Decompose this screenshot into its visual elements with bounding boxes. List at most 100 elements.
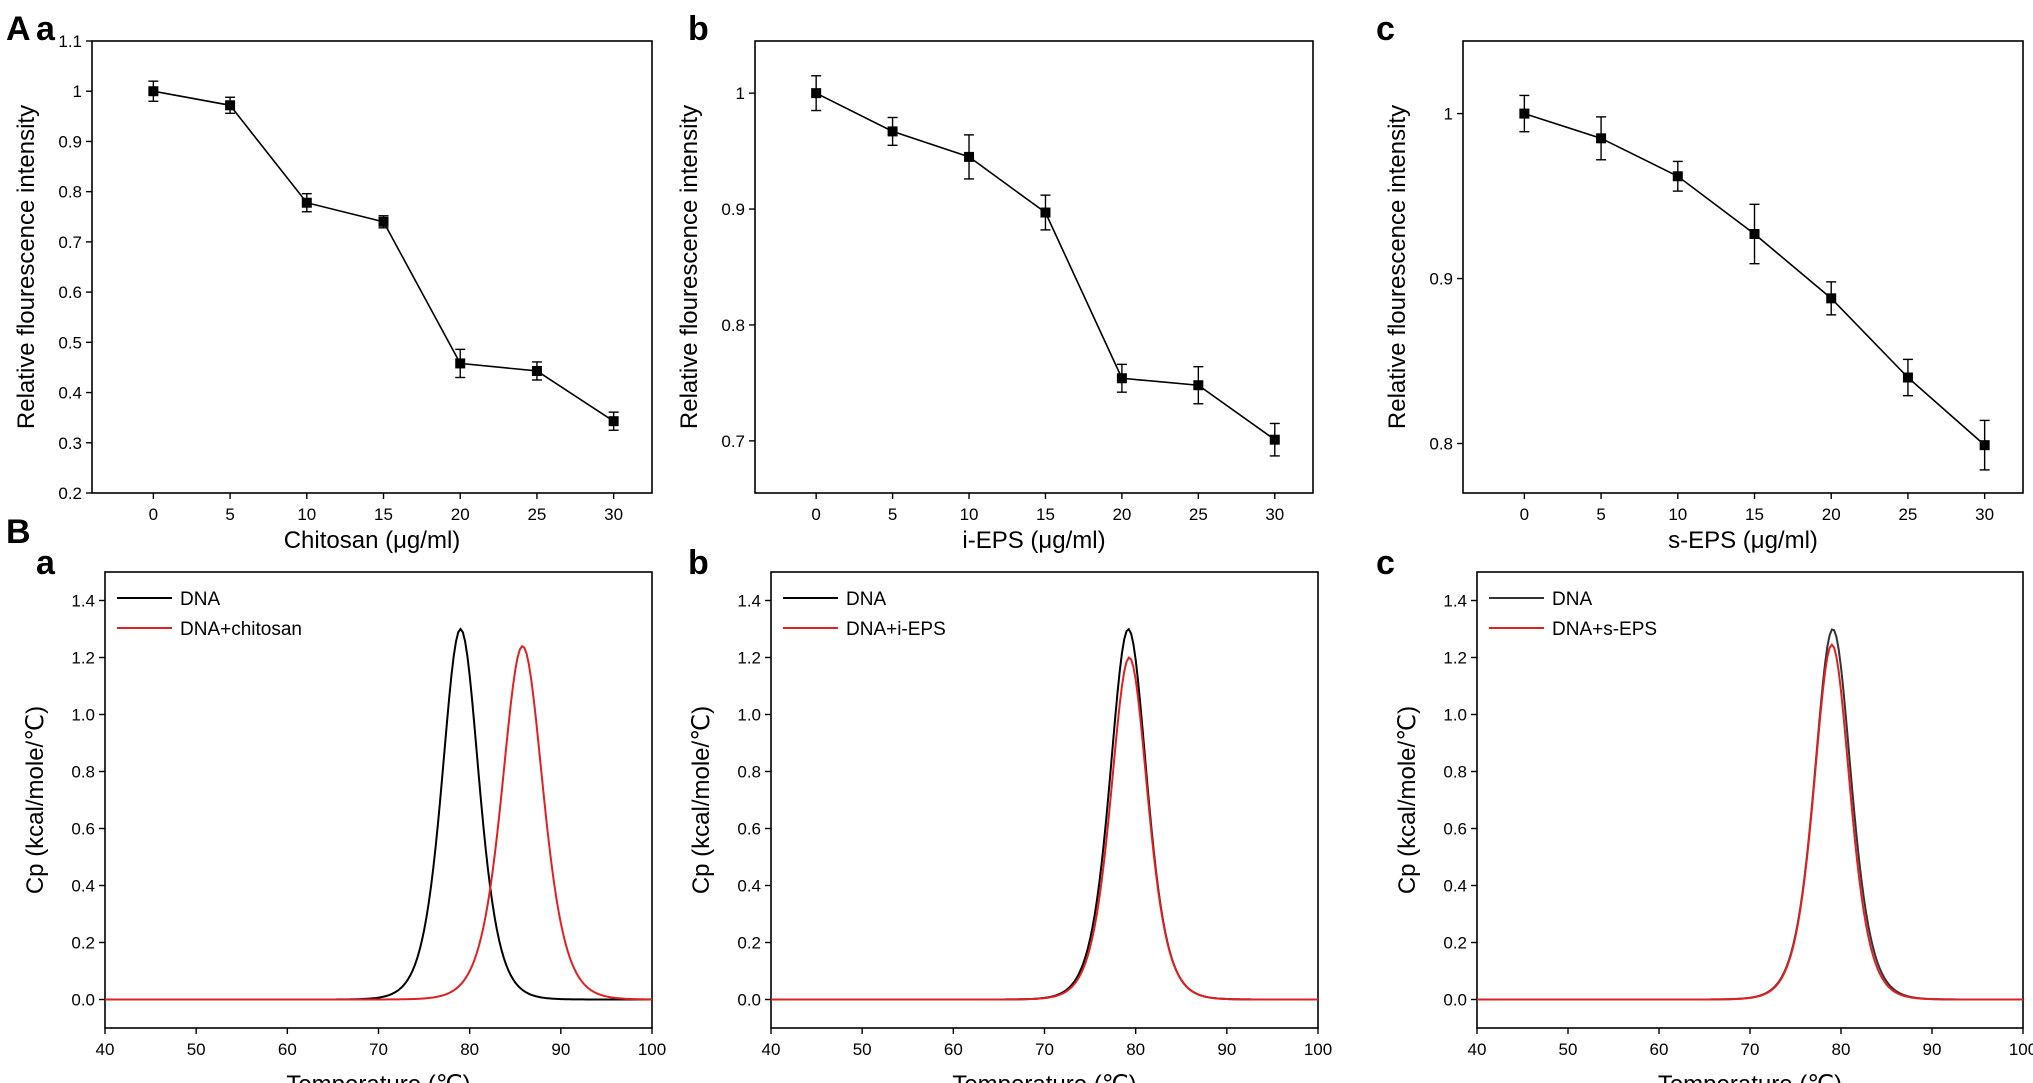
legend-label: DNA+i-EPS — [846, 619, 946, 640]
x-tick-label: 80 — [1832, 1040, 1851, 1059]
data-point — [1193, 380, 1204, 391]
y-tick-label: 1 — [1444, 105, 1453, 124]
data-point — [1749, 229, 1760, 240]
x-tick-label: 60 — [1650, 1040, 1669, 1059]
x-tick-label: 50 — [187, 1040, 206, 1059]
panel-letter-Ba: a — [36, 544, 56, 582]
y-tick-label: 1 — [73, 82, 82, 101]
x-tick-label: 80 — [460, 1040, 479, 1059]
y-axis-label: Relative flourescence intensity — [1384, 105, 1411, 429]
x-tick-label: 100 — [638, 1040, 666, 1059]
panel-letter-Aa: a — [36, 10, 56, 48]
y-axis-label: Relative flourescence intensity — [13, 105, 40, 429]
x-tick-label: 60 — [278, 1040, 297, 1059]
y-tick-label: 1.0 — [71, 706, 95, 725]
y-tick-label: 0.2 — [71, 934, 95, 953]
y-tick-label: 0.2 — [58, 484, 82, 503]
x-tick-label: 25 — [1898, 505, 1917, 524]
data-point — [1672, 171, 1683, 182]
x-tick-label: 60 — [944, 1040, 963, 1059]
plot-frame — [754, 40, 1314, 494]
x-tick-label: 40 — [96, 1040, 115, 1059]
x-axis-label: Temperature (℃) — [286, 1071, 470, 1083]
series-line-dna-treated — [105, 644, 653, 1001]
group-label-B: B — [6, 513, 31, 551]
plot-frame — [1476, 571, 2024, 1029]
data-point — [1519, 108, 1530, 119]
chart-dsc-chitosan: 40 50 60 70 80 90 100 0.0 0.2 0.4 0.6 0.8 1.0 1.2 1.4 T… — [22, 571, 666, 1083]
panel-letter-Ab: b — [688, 10, 709, 48]
y-tick-label: 0.6 — [737, 820, 761, 839]
x-tick-label: 100 — [2009, 1040, 2033, 1059]
data-point — [1040, 207, 1051, 218]
data-point — [1596, 133, 1607, 144]
y-tick-label: 1.4 — [737, 592, 761, 611]
plot-frame — [1462, 40, 2024, 494]
x-tick-label: 30 — [604, 505, 623, 524]
y-tick-label: 0.8 — [1443, 763, 1467, 782]
data-point — [378, 216, 389, 227]
y-axis-label: Relative flourescence intensity — [676, 105, 703, 429]
legend-label: DNA+s-EPS — [1552, 619, 1657, 640]
series-line-dna-treated — [1477, 642, 2023, 1001]
data-point — [1116, 373, 1127, 384]
y-tick-label: 1.2 — [71, 649, 95, 668]
y-tick-label: 0.9 — [721, 200, 745, 219]
y-tick-label: 0.6 — [1443, 820, 1467, 839]
y-tick-label: 0.8 — [737, 763, 761, 782]
x-tick-label: 20 — [1112, 505, 1131, 524]
legend-label: DNA — [1552, 589, 1592, 610]
y-tick-label: 1.2 — [1443, 649, 1467, 668]
x-tick-label: 40 — [762, 1040, 781, 1059]
x-tick-label: 70 — [1035, 1040, 1054, 1059]
data-point — [1269, 434, 1280, 445]
x-tick-label: 10 — [1668, 505, 1687, 524]
y-axis-label: Cp (kcal/mole/℃) — [688, 706, 715, 894]
chart-fluorescence-s-eps: 0 5 10 15 20 25 30 0.8 0.9 1 s-EPS (μg/ml) Relative… — [1384, 40, 2024, 554]
data-line — [153, 90, 615, 422]
x-tick-label: 20 — [451, 505, 470, 524]
x-tick-label: 70 — [1741, 1040, 1760, 1059]
y-tick-label: 1.2 — [737, 649, 761, 668]
y-tick-label: 0.8 — [58, 183, 82, 202]
y-tick-label: 0.5 — [58, 333, 82, 352]
x-tick-label: 20 — [1822, 505, 1841, 524]
data-point — [301, 197, 312, 208]
x-tick-label: 25 — [1189, 505, 1208, 524]
x-tick-label: 40 — [1468, 1040, 1487, 1059]
x-tick-label: 15 — [1036, 505, 1055, 524]
data-point — [1902, 372, 1913, 383]
y-tick-label: 1.1 — [58, 32, 82, 51]
chart-fluorescence-chitosan: 0 5 10 15 20 25 30 0.2 0.3 0.4 0.5 0.6 0.7 0.8 0.9 1 1.1… — [13, 32, 653, 554]
data-point — [811, 88, 822, 99]
y-tick-label: 0.3 — [58, 434, 82, 453]
y-tick-label: 0.2 — [1443, 934, 1467, 953]
panel-letter-Ac: c — [1376, 10, 1395, 48]
y-tick-label: 0.2 — [737, 934, 761, 953]
x-tick-label: 30 — [1265, 505, 1284, 524]
legend-label: DNA+chitosan — [180, 619, 302, 640]
x-tick-label: 10 — [960, 505, 979, 524]
data-line — [815, 92, 1276, 441]
y-tick-label: 0.6 — [71, 820, 95, 839]
y-tick-label: 0.0 — [1443, 991, 1467, 1010]
data-point — [148, 86, 159, 97]
x-tick-label: 100 — [1304, 1040, 1332, 1059]
series-line-dna-treated — [771, 656, 1318, 1001]
x-tick-label: 80 — [1126, 1040, 1145, 1059]
x-axis-label: Temperature (℃) — [1658, 1071, 1842, 1083]
series-line-dna — [1477, 628, 2023, 1001]
data-point — [887, 126, 898, 137]
data-point — [531, 365, 542, 376]
y-tick-label: 0.6 — [58, 283, 82, 302]
y-tick-label: 0.4 — [737, 877, 761, 896]
chart-dsc-i-eps: 40 50 60 70 80 90 100 0.0 0.2 0.4 0.6 0.8 1.0 1.2 1.4 T… — [688, 571, 1332, 1083]
y-tick-label: 1.0 — [737, 706, 761, 725]
panel-letter-Bc: c — [1376, 544, 1395, 582]
y-tick-label: 0.7 — [58, 233, 82, 252]
y-tick-label: 1.4 — [1443, 592, 1467, 611]
y-tick-label: 0.9 — [58, 132, 82, 151]
y-tick-label: 0.9 — [1429, 270, 1453, 289]
x-tick-label: 70 — [369, 1040, 388, 1059]
x-tick-label: 25 — [527, 505, 546, 524]
